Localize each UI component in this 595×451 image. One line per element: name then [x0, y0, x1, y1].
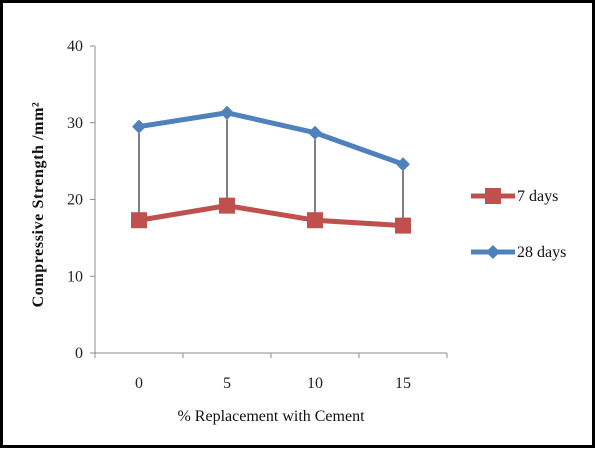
series-28-days — [132, 105, 410, 172]
series-7-days — [131, 197, 411, 234]
series-line — [136, 110, 406, 167]
data-point — [220, 105, 234, 120]
data-point — [131, 212, 147, 229]
legend-marker — [485, 188, 501, 204]
axis-labels: % Replacement with Cement Compressive St… — [30, 102, 365, 425]
series-layer — [131, 105, 411, 234]
series-line — [136, 203, 406, 229]
y-tick-label: 30 — [67, 115, 83, 132]
legend-item-7-days: 7 days — [471, 188, 558, 205]
y-tick-label: 0 — [75, 345, 83, 362]
y-tick-label: 20 — [67, 192, 83, 209]
y-tick-label: 40 — [67, 38, 83, 55]
axes: 0 10 20 30 40 0 5 10 15 — [67, 38, 448, 392]
x-tick-label: 10 — [307, 375, 323, 392]
data-point — [307, 212, 323, 229]
line-chart: 0 10 20 30 40 0 5 10 15 % Replacement with Cemen… — [30, 38, 566, 425]
x-tick-label: 0 — [135, 375, 143, 392]
legend-item-28-days: 28 days — [471, 244, 566, 261]
data-point — [395, 217, 411, 234]
data-point — [219, 197, 235, 214]
legend-label: 28 days — [517, 244, 566, 261]
x-tick-label: 5 — [223, 375, 231, 392]
data-point — [396, 157, 410, 172]
legend-marker — [486, 245, 500, 259]
drop-lines — [138, 112, 404, 226]
data-point — [308, 125, 322, 140]
legend-label: 7 days — [517, 188, 558, 205]
x-axis-title: % Replacement with Cement — [177, 408, 365, 425]
y-axis-title: Compressive Strength /mm² — [30, 102, 47, 308]
y-tick-label: 10 — [67, 268, 83, 285]
legend: 7 days 28 days — [471, 188, 566, 261]
data-point — [132, 119, 146, 134]
x-tick-label: 15 — [395, 375, 411, 392]
